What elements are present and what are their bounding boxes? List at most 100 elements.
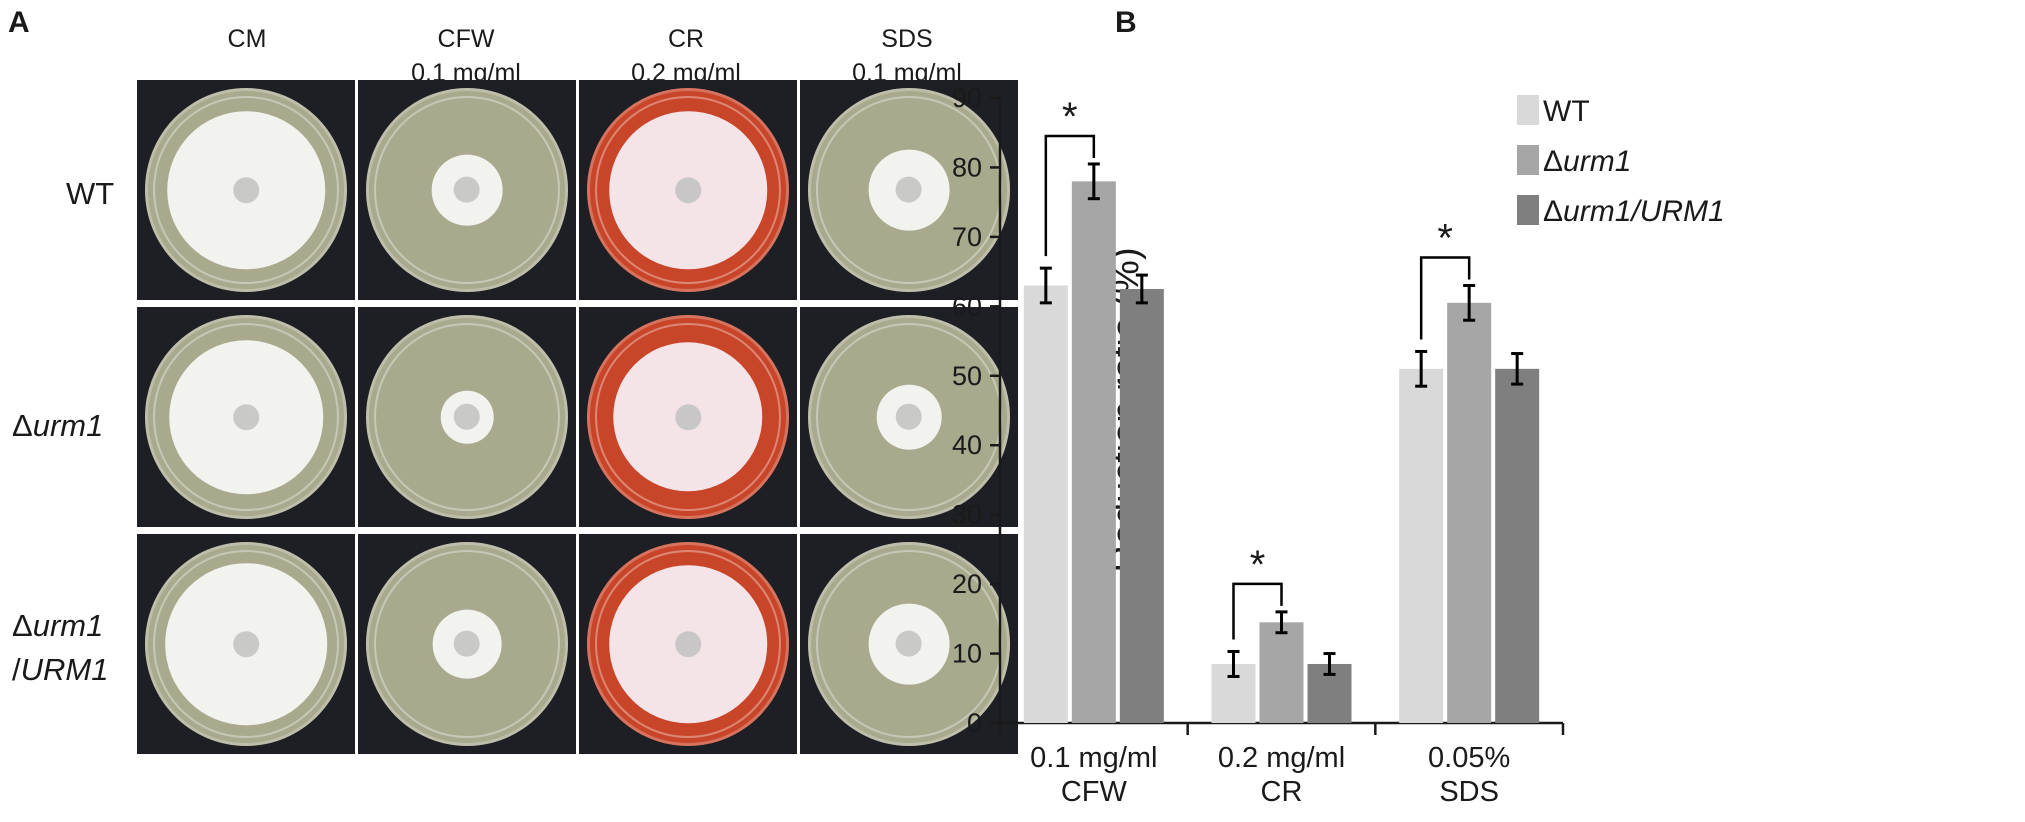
category-label-line1: 0.2 mg/ml (1218, 742, 1345, 774)
column-header-line1: SDS (881, 25, 933, 53)
fungal-colony (609, 111, 767, 269)
colony-center (674, 176, 701, 203)
petri-dish (366, 315, 568, 519)
bar (1023, 285, 1068, 723)
colony-center (453, 630, 480, 657)
petri-dish (808, 88, 1010, 292)
bar (1495, 368, 1540, 723)
petri-dish (587, 88, 789, 292)
category-label-line2: CR (1261, 776, 1303, 808)
plate-wt-cfw (358, 80, 576, 300)
plate-complemented-cm (137, 534, 355, 754)
petri-dish (145, 88, 347, 292)
bar (1447, 302, 1492, 723)
significance-star: * (1062, 95, 1078, 139)
category-label-line1: 0.1 mg/ml (1030, 742, 1157, 774)
petri-dish (145, 542, 347, 746)
significance-bracket (1232, 582, 1283, 640)
significance-star: * (1437, 217, 1453, 261)
colony-center (895, 176, 922, 203)
fungal-colony (167, 111, 325, 269)
row-label-italic: urm1 (32, 608, 104, 643)
fungal-colony (169, 340, 323, 494)
colony-center (674, 630, 701, 657)
y-tick-label: 60 (952, 291, 982, 321)
plate-wt-cr (579, 80, 797, 300)
row-label-line2-prefix: / (12, 652, 21, 687)
y-tick-label: 70 (952, 222, 982, 252)
plate-urm1-sds (800, 307, 1018, 527)
fungal-colony (440, 390, 494, 444)
colony-center (454, 177, 480, 203)
panel-a-letter: A (8, 6, 30, 39)
bar (1071, 181, 1116, 724)
plate-wt-cm (137, 80, 355, 300)
fungal-colony (868, 603, 950, 685)
row-label-prefix: Δ (12, 608, 33, 643)
plate-wt-sds (800, 80, 1018, 300)
column-header-line1: CFW (437, 25, 495, 53)
fungal-colony (165, 563, 327, 725)
legend-swatch (1517, 195, 1539, 225)
plate-urm1-cr (579, 307, 797, 527)
petri-dish (366, 542, 568, 746)
petri-dish (587, 315, 789, 519)
plate-urm1-cfw (358, 307, 576, 527)
row-label-text: WT (66, 176, 115, 211)
y-tick-label: 10 (952, 639, 982, 669)
category-label-line2: SDS (1439, 776, 1499, 808)
plate-grid (137, 80, 1018, 755)
y-tick-label: 80 (952, 152, 982, 182)
plate-complemented-cfw (358, 534, 576, 754)
y-tick-label: 40 (952, 430, 982, 460)
colony-center (453, 403, 480, 430)
colony-center (233, 631, 259, 657)
petri-dish (587, 542, 789, 746)
colony-center (896, 404, 922, 430)
petri-dish (808, 542, 1010, 746)
fungal-colony (876, 384, 942, 450)
legend-swatch (1517, 145, 1539, 175)
legend-swatch (1517, 95, 1539, 125)
column-header-line1: CM (227, 25, 267, 53)
fungal-colony (609, 565, 767, 723)
fungal-colony (868, 149, 950, 231)
panel-b-letter: B (1115, 6, 1137, 39)
petri-dish (145, 315, 347, 519)
y-tick-label: 0 (967, 708, 982, 738)
row-label-urm1: Δurm1 (12, 408, 103, 444)
plate-complemented-sds (800, 534, 1018, 754)
row-label-prefix: Δ (12, 408, 33, 443)
category-label-line2: CFW (1061, 776, 1128, 808)
row-label-wt: WT (66, 176, 114, 212)
legend-label: WT (1543, 95, 1590, 128)
petri-dish (366, 88, 568, 292)
y-tick-label: 30 (952, 500, 982, 530)
y-tick-label: 50 (952, 361, 982, 391)
bar (1399, 368, 1444, 723)
petri-dish (808, 315, 1010, 519)
significance-star: * (1250, 543, 1266, 587)
fungal-colony (431, 154, 503, 226)
column-header-cm: CM (137, 22, 357, 56)
row-label-line2-italic: URM1 (20, 652, 109, 687)
bar (1119, 288, 1164, 723)
legend-label: Δurm1 (1543, 145, 1631, 178)
category-label-line1: 0.05% (1428, 742, 1510, 774)
colony-center (232, 403, 259, 430)
row-label-complemented: Δurm1 /URM1 (12, 604, 108, 692)
significance-bracket (1044, 134, 1096, 257)
colony-center (675, 404, 701, 430)
colony-center (232, 176, 259, 203)
y-tick-label: 20 (952, 569, 982, 599)
fungal-colony (613, 342, 763, 492)
bar (1259, 622, 1304, 723)
column-header-line1: CR (667, 25, 705, 53)
plate-complemented-cr (579, 534, 797, 754)
plate-urm1-cm (137, 307, 355, 527)
legend-label: Δurm1/URM1 (1543, 195, 1725, 228)
row-label-italic: urm1 (32, 408, 104, 443)
y-tick-label: 90 (952, 83, 982, 113)
colony-center (895, 630, 922, 657)
